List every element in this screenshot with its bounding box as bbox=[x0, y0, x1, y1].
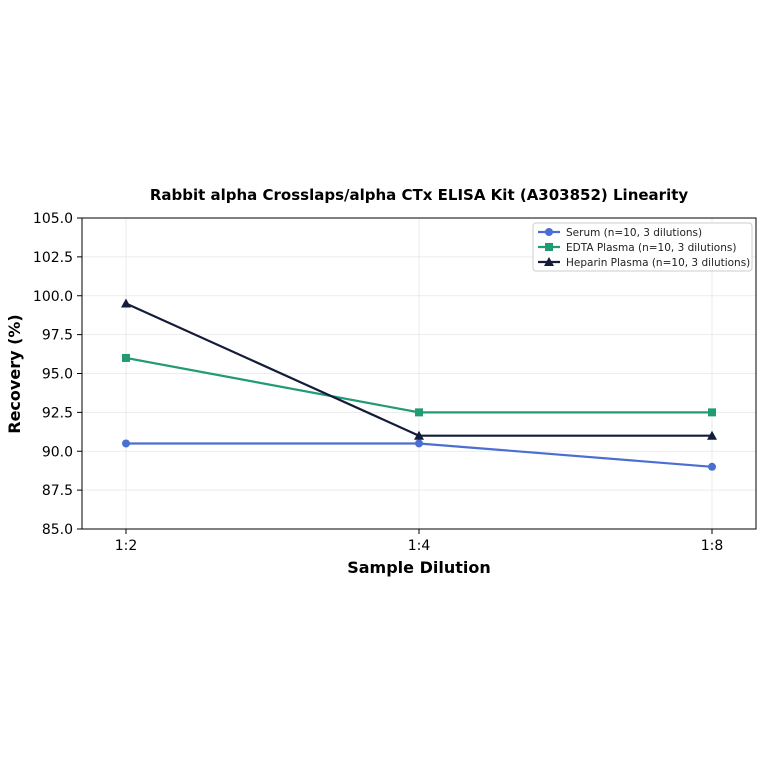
x-axis-label: Sample Dilution bbox=[347, 558, 491, 577]
series-group bbox=[121, 298, 717, 471]
axes: 85.0 87.5 90.0 92.5 95.0 97.5 100.0 102.5 105.0 1… bbox=[33, 211, 723, 554]
y-tick-label: 97.5 bbox=[42, 328, 73, 344]
y-tick-label: 102.5 bbox=[33, 250, 73, 266]
y-tick-label: 95.0 bbox=[42, 367, 73, 383]
data-point bbox=[122, 439, 130, 448]
legend-marker bbox=[544, 257, 554, 266]
x-tick-label: 1:4 bbox=[408, 538, 431, 554]
legend-item: Serum (n=10, 3 dilutions) bbox=[538, 227, 702, 239]
legend: Serum (n=10, 3 dilutions) EDTA Plasma (n=… bbox=[532, 222, 753, 272]
data-point bbox=[414, 430, 424, 440]
series-1 bbox=[122, 353, 716, 417]
x-tick-label: 1:2 bbox=[115, 538, 138, 554]
legend-item: Heparin Plasma (n=10, 3 dilutions) bbox=[538, 257, 750, 269]
y-axis-label: Recovery (%) bbox=[5, 314, 24, 433]
legend-label: Serum (n=10, 3 dilutions) bbox=[566, 227, 702, 239]
legend-marker bbox=[545, 228, 553, 236]
legend-label: EDTA Plasma (n=10, 3 dilutions) bbox=[566, 242, 736, 254]
data-point bbox=[708, 462, 716, 471]
y-tick-label: 90.0 bbox=[42, 444, 73, 460]
y-tick-label: 85.0 bbox=[42, 522, 73, 538]
series-0 bbox=[122, 439, 716, 471]
data-point bbox=[415, 439, 423, 448]
data-point bbox=[708, 408, 716, 417]
legend-label: Heparin Plasma (n=10, 3 dilutions) bbox=[566, 257, 750, 269]
data-point bbox=[122, 353, 130, 362]
data-point bbox=[707, 430, 717, 440]
y-tick-label: 87.5 bbox=[42, 483, 73, 499]
y-tick-label: 105.0 bbox=[33, 211, 73, 227]
legend-item: EDTA Plasma (n=10, 3 dilutions) bbox=[538, 242, 736, 254]
series-2 bbox=[121, 298, 717, 440]
legend-marker bbox=[545, 243, 553, 251]
y-tick-label: 92.5 bbox=[42, 405, 73, 421]
data-point bbox=[121, 298, 131, 308]
chart-title: Rabbit alpha Crosslaps/alpha CTx ELISA K… bbox=[150, 186, 689, 204]
y-tick-label: 100.0 bbox=[33, 289, 73, 305]
x-tick-label: 1:8 bbox=[701, 538, 724, 554]
data-point bbox=[415, 408, 423, 417]
legend-box bbox=[532, 222, 753, 272]
